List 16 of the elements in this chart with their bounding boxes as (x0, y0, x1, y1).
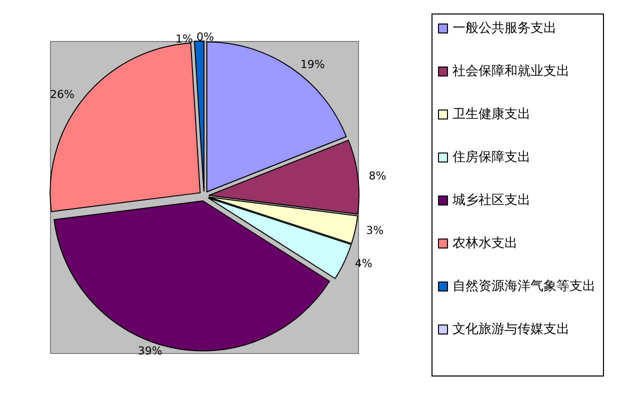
legend-label: 文化旅游与传媒支出 (452, 322, 570, 337)
legend-label: 城乡社区支出 (452, 193, 530, 208)
legend-label: 一般公共服务支出 (452, 21, 556, 36)
data-label: 19% (300, 58, 325, 71)
data-label: 8% (368, 170, 386, 183)
legend-label: 卫生健康支出 (452, 107, 530, 122)
legend-label: 住房保障支出 (452, 149, 530, 165)
text: 0% (196, 30, 214, 44)
data-label: 1% (176, 32, 194, 46)
legend-label: 农林水支出 (452, 236, 518, 251)
legend-label: 社会保障和就业支出 (452, 64, 570, 79)
data-label: 3% (366, 224, 384, 238)
data-label: 26% (50, 88, 74, 102)
data-label: 4% (354, 257, 372, 270)
data-label: 39% (138, 344, 162, 358)
legend-label: 自然资源海洋气象等支出 (452, 279, 596, 294)
